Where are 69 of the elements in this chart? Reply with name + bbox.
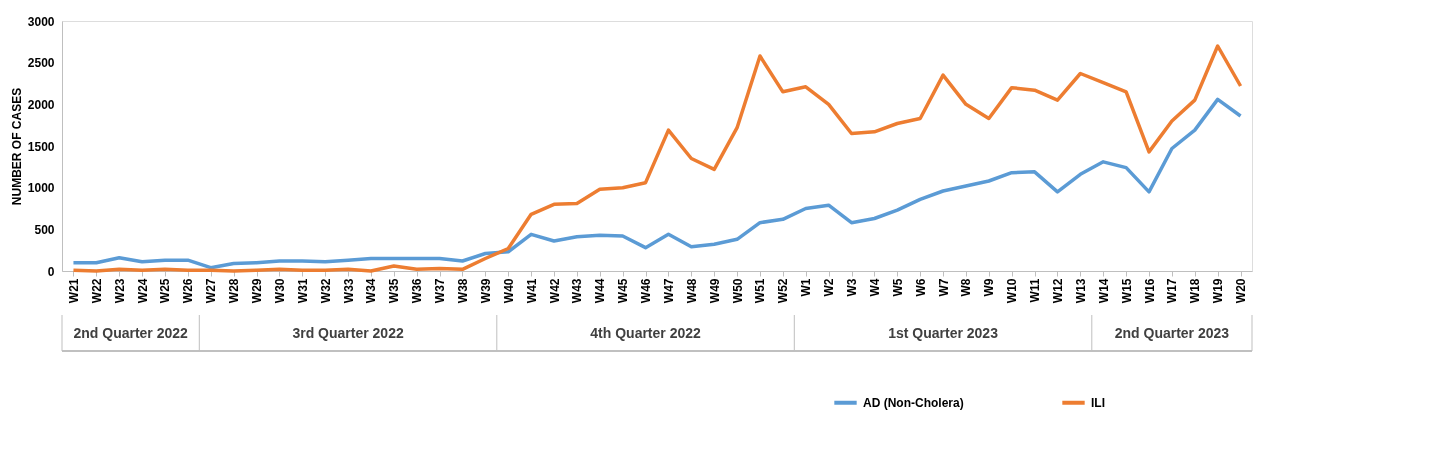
text: 2nd Quarter 2023	[1114, 325, 1230, 341]
x-tick-label: W8	[959, 278, 974, 297]
y-tick-label: 2000	[27, 97, 55, 112]
y-tick-label: 3000	[27, 14, 55, 29]
text: 1st Quarter 2023	[888, 325, 999, 341]
line-series	[71, 97, 1243, 270]
x-tick-label: W49	[707, 278, 722, 304]
x-tick-label: W41	[524, 278, 539, 304]
x-tick-label: W47	[661, 278, 676, 304]
x-tick-label: W11	[1028, 278, 1043, 303]
x-tick-label: W24	[135, 278, 150, 304]
x-tick-label: W35	[387, 278, 402, 304]
x-tick-label: W37	[433, 278, 448, 304]
y-tick-label: 1500	[27, 139, 55, 154]
x-tick-label: W27	[204, 278, 219, 304]
x-tick-label: W1	[799, 278, 814, 297]
x-tick-label: W2	[822, 278, 837, 297]
x-tick-label: W45	[616, 278, 631, 304]
x-tick-label: W14	[1096, 278, 1111, 304]
x-tick-label: W42	[547, 278, 562, 304]
x-tick-label: W3	[845, 278, 860, 297]
x-tick-label: W23	[112, 278, 127, 304]
x-tick-label: W26	[181, 278, 196, 304]
x-tick-label: W31	[295, 278, 310, 304]
x-tick-label: W28	[227, 278, 242, 304]
x-tick-label: W13	[1073, 278, 1088, 304]
x-tick-label: W15	[1119, 278, 1134, 304]
x-tick-label: W43	[570, 278, 585, 304]
x-tick-label: W48	[684, 278, 699, 304]
legend-label: AD (Non-Cholera)	[863, 395, 964, 410]
y-tick-label: 500	[34, 222, 55, 237]
x-tick-label: W18	[1188, 278, 1203, 304]
x-tick-label: W5	[890, 278, 905, 297]
x-tick-label: W39	[478, 278, 493, 304]
x-tick-label: W51	[753, 278, 768, 304]
x-tick-label: W19	[1211, 278, 1226, 304]
x-tick-label: W7	[936, 278, 951, 297]
y-tick-label: 0	[47, 264, 55, 279]
x-tick-label: W38	[455, 278, 470, 304]
x-tick-label: W30	[272, 278, 287, 304]
x-tick-label: W17	[1165, 278, 1180, 304]
x-tick-label: W40	[501, 278, 516, 304]
x-tick-label: W44	[593, 278, 608, 304]
x-tick-label: W12	[1050, 278, 1065, 304]
x-tick-label: W32	[318, 278, 333, 304]
x-tick-label: W29	[250, 278, 265, 304]
text: 2nd Quarter 2022	[73, 325, 189, 341]
x-tick-label: W9	[982, 278, 997, 297]
legend-label: ILI	[1091, 395, 1105, 410]
y-axis-title: NUMBER OF CASES	[9, 87, 24, 206]
x-tick-label: W22	[89, 278, 104, 304]
x-tick-label: W36	[410, 278, 425, 304]
y-tick-label: 2500	[27, 56, 55, 71]
y-tick-label: 1000	[27, 181, 55, 196]
text: 4th Quarter 2022	[590, 325, 702, 341]
x-tick-label: W52	[776, 278, 791, 304]
x-tick-label: W4	[867, 278, 882, 297]
x-tick-label: W50	[730, 278, 745, 304]
x-tick-label: W33	[341, 278, 356, 304]
x-tick-label: W46	[639, 278, 654, 304]
line-series	[71, 44, 1243, 273]
x-tick-label: W25	[158, 278, 173, 304]
x-tick-label: W16	[1142, 278, 1157, 304]
text: 3rd Quarter 2022	[292, 325, 404, 341]
x-tick-label: W6	[913, 278, 928, 297]
x-tick-label: W21	[66, 278, 81, 304]
x-tick-label: W20	[1234, 278, 1249, 304]
x-tick-label: W34	[364, 278, 379, 304]
x-tick-label: W10	[1005, 278, 1020, 304]
